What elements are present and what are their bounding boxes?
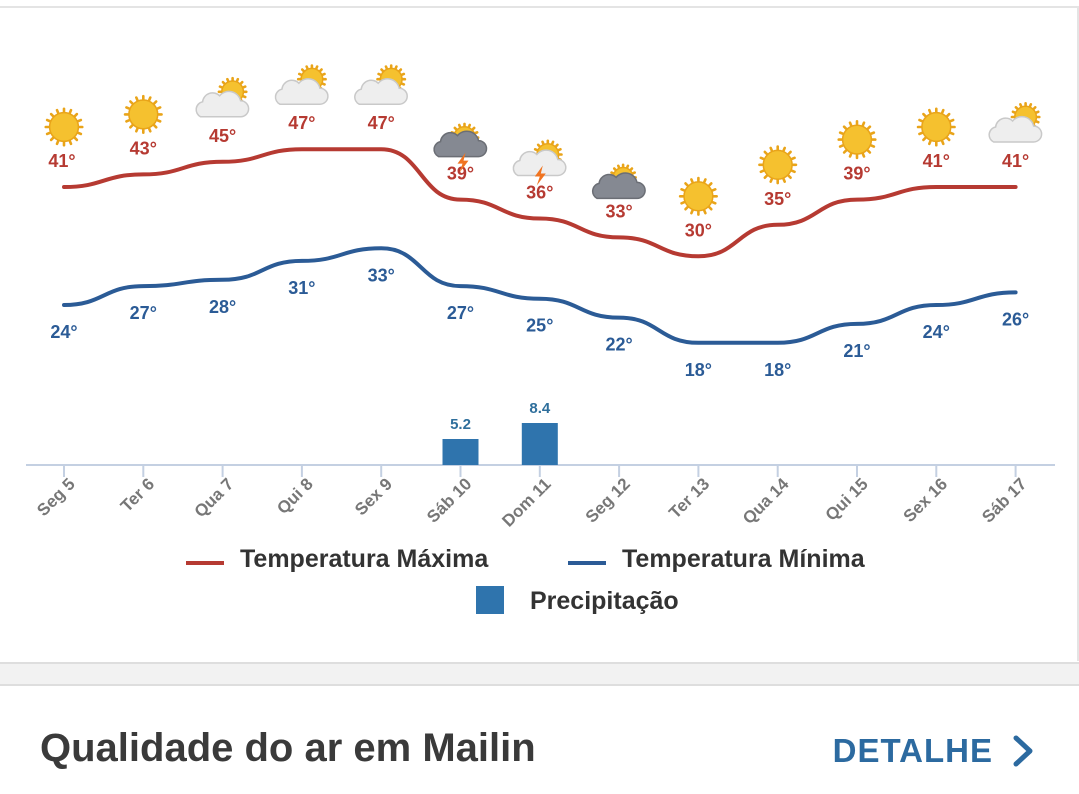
cloud-shape	[512, 149, 567, 177]
max-temp-label: 36°	[526, 183, 553, 203]
x-tick-label: Qui 15	[822, 474, 872, 524]
min-temp-label: 24°	[50, 322, 77, 342]
x-tick-label: Ter 13	[665, 474, 713, 522]
legend-precip-label: Precipitação	[530, 587, 679, 615]
sun-icon	[123, 94, 163, 134]
legend-max-label: Temperatura Máxima	[240, 545, 489, 573]
max-temp-label: 47°	[288, 113, 315, 133]
min-temp-label: 33°	[368, 265, 395, 285]
sun-disc	[921, 111, 952, 143]
min-temp-label: 31°	[288, 278, 315, 298]
precip-bar	[442, 439, 479, 465]
max-temp-label: 30°	[685, 220, 712, 240]
x-tick-label: Seg 12	[582, 474, 634, 526]
sun-disc	[683, 181, 714, 212]
min-temp-line	[62, 246, 1018, 345]
max-temp-label: 45°	[209, 126, 236, 146]
cloud-shape	[354, 78, 408, 105]
precip-bar	[521, 423, 558, 465]
chevron-right-icon	[1013, 735, 1033, 767]
sun-disc	[762, 149, 793, 180]
chart-legend: Temperatura Máxima Temperatura Mínima Prec…	[186, 545, 866, 615]
max-temp-label: 41°	[48, 151, 75, 171]
max-temp-label: 41°	[1002, 151, 1029, 171]
min-temp-label: 26°	[1002, 309, 1029, 329]
legend-precip-swatch	[476, 586, 504, 614]
cloud-icon	[195, 90, 250, 118]
x-tick-label: Seg 5	[33, 474, 79, 520]
sun-icon	[916, 107, 956, 147]
max-temp-label: 43°	[130, 138, 157, 158]
sun-icon	[44, 107, 84, 147]
cloud-icon	[512, 149, 567, 177]
x-tick-label: Qua 14	[739, 474, 793, 528]
forecast-chart: 5.2 8.4 Seg 5 Ter 6 Qua 7 Qui 8 Sex 9 Sáb 10 Dom…	[26, 64, 1055, 615]
min-temp-label: 18°	[764, 360, 791, 380]
max-temp-label: 35°	[764, 189, 791, 209]
x-tick-label: Dom 11	[498, 474, 554, 530]
min-temp-label: 28°	[209, 297, 236, 317]
x-tick-label: Qui 8	[273, 474, 316, 517]
cloud-shape	[274, 78, 329, 105]
cloud-icon	[274, 78, 329, 105]
max-temp-line	[62, 147, 1018, 259]
max-temp-label: 33°	[605, 201, 632, 221]
sun-icon	[678, 176, 718, 216]
cloud-shape	[988, 115, 1043, 143]
min-temp-label: 21°	[843, 341, 870, 361]
x-tick-label: Sex 9	[351, 474, 396, 519]
max-temp-label: 39°	[447, 164, 474, 184]
cloud-icon	[988, 115, 1043, 143]
x-tick-label: Sáb 17	[978, 474, 1030, 526]
section-divider	[0, 662, 1079, 686]
legend-min-label: Temperatura Mínima	[622, 545, 866, 573]
x-tick-label: Sex 16	[900, 474, 952, 526]
min-temp-label: 22°	[605, 335, 632, 355]
x-tick-label: Qua 7	[191, 474, 238, 521]
storm-icon	[433, 122, 488, 173]
x-tick-label: Ter 6	[117, 474, 158, 515]
min-temp-label: 27°	[130, 303, 157, 323]
partly-cloudy-icon	[354, 64, 408, 105]
partly-cloudy-icon	[274, 64, 329, 105]
partly-cloudy-icon	[988, 102, 1043, 143]
precip-value-label: 5.2	[450, 416, 471, 433]
sun-disc	[841, 124, 873, 155]
x-tick-label: Sáb 10	[423, 474, 475, 526]
min-temp-label: 27°	[447, 303, 474, 323]
precip-value-label: 8.4	[529, 400, 551, 417]
cloud-icon	[354, 78, 408, 105]
min-temp-label: 18°	[685, 360, 712, 380]
max-temp-label: 39°	[843, 164, 870, 184]
sun-icon	[837, 120, 877, 160]
cloud-shape	[195, 90, 250, 118]
thunder-partly-icon	[512, 139, 567, 186]
max-temp-label: 41°	[923, 151, 950, 171]
lightning-icon	[534, 165, 546, 186]
min-temp-label: 25°	[526, 316, 553, 336]
detail-button-label: DETALHE	[832, 732, 993, 769]
partly-cloudy-icon	[195, 76, 250, 118]
cloud-shape	[433, 130, 488, 158]
cloudy-icon	[591, 163, 646, 200]
air-quality-title: Qualidade do ar em Mailin	[40, 726, 536, 770]
sun-disc	[128, 99, 159, 130]
sun-disc	[48, 111, 80, 143]
detail-button[interactable]: DETALHE	[833, 731, 1043, 771]
max-temp-label: 47°	[368, 113, 395, 133]
card-top-border	[0, 6, 1079, 8]
lightning-icon	[457, 152, 469, 173]
cloud-shape	[591, 172, 646, 200]
card-right-border	[1077, 6, 1079, 661]
sun-icon	[758, 145, 798, 185]
min-temp-label: 24°	[923, 322, 950, 342]
dark-cloud-icon	[433, 130, 488, 158]
dark-cloud-icon	[591, 172, 646, 200]
